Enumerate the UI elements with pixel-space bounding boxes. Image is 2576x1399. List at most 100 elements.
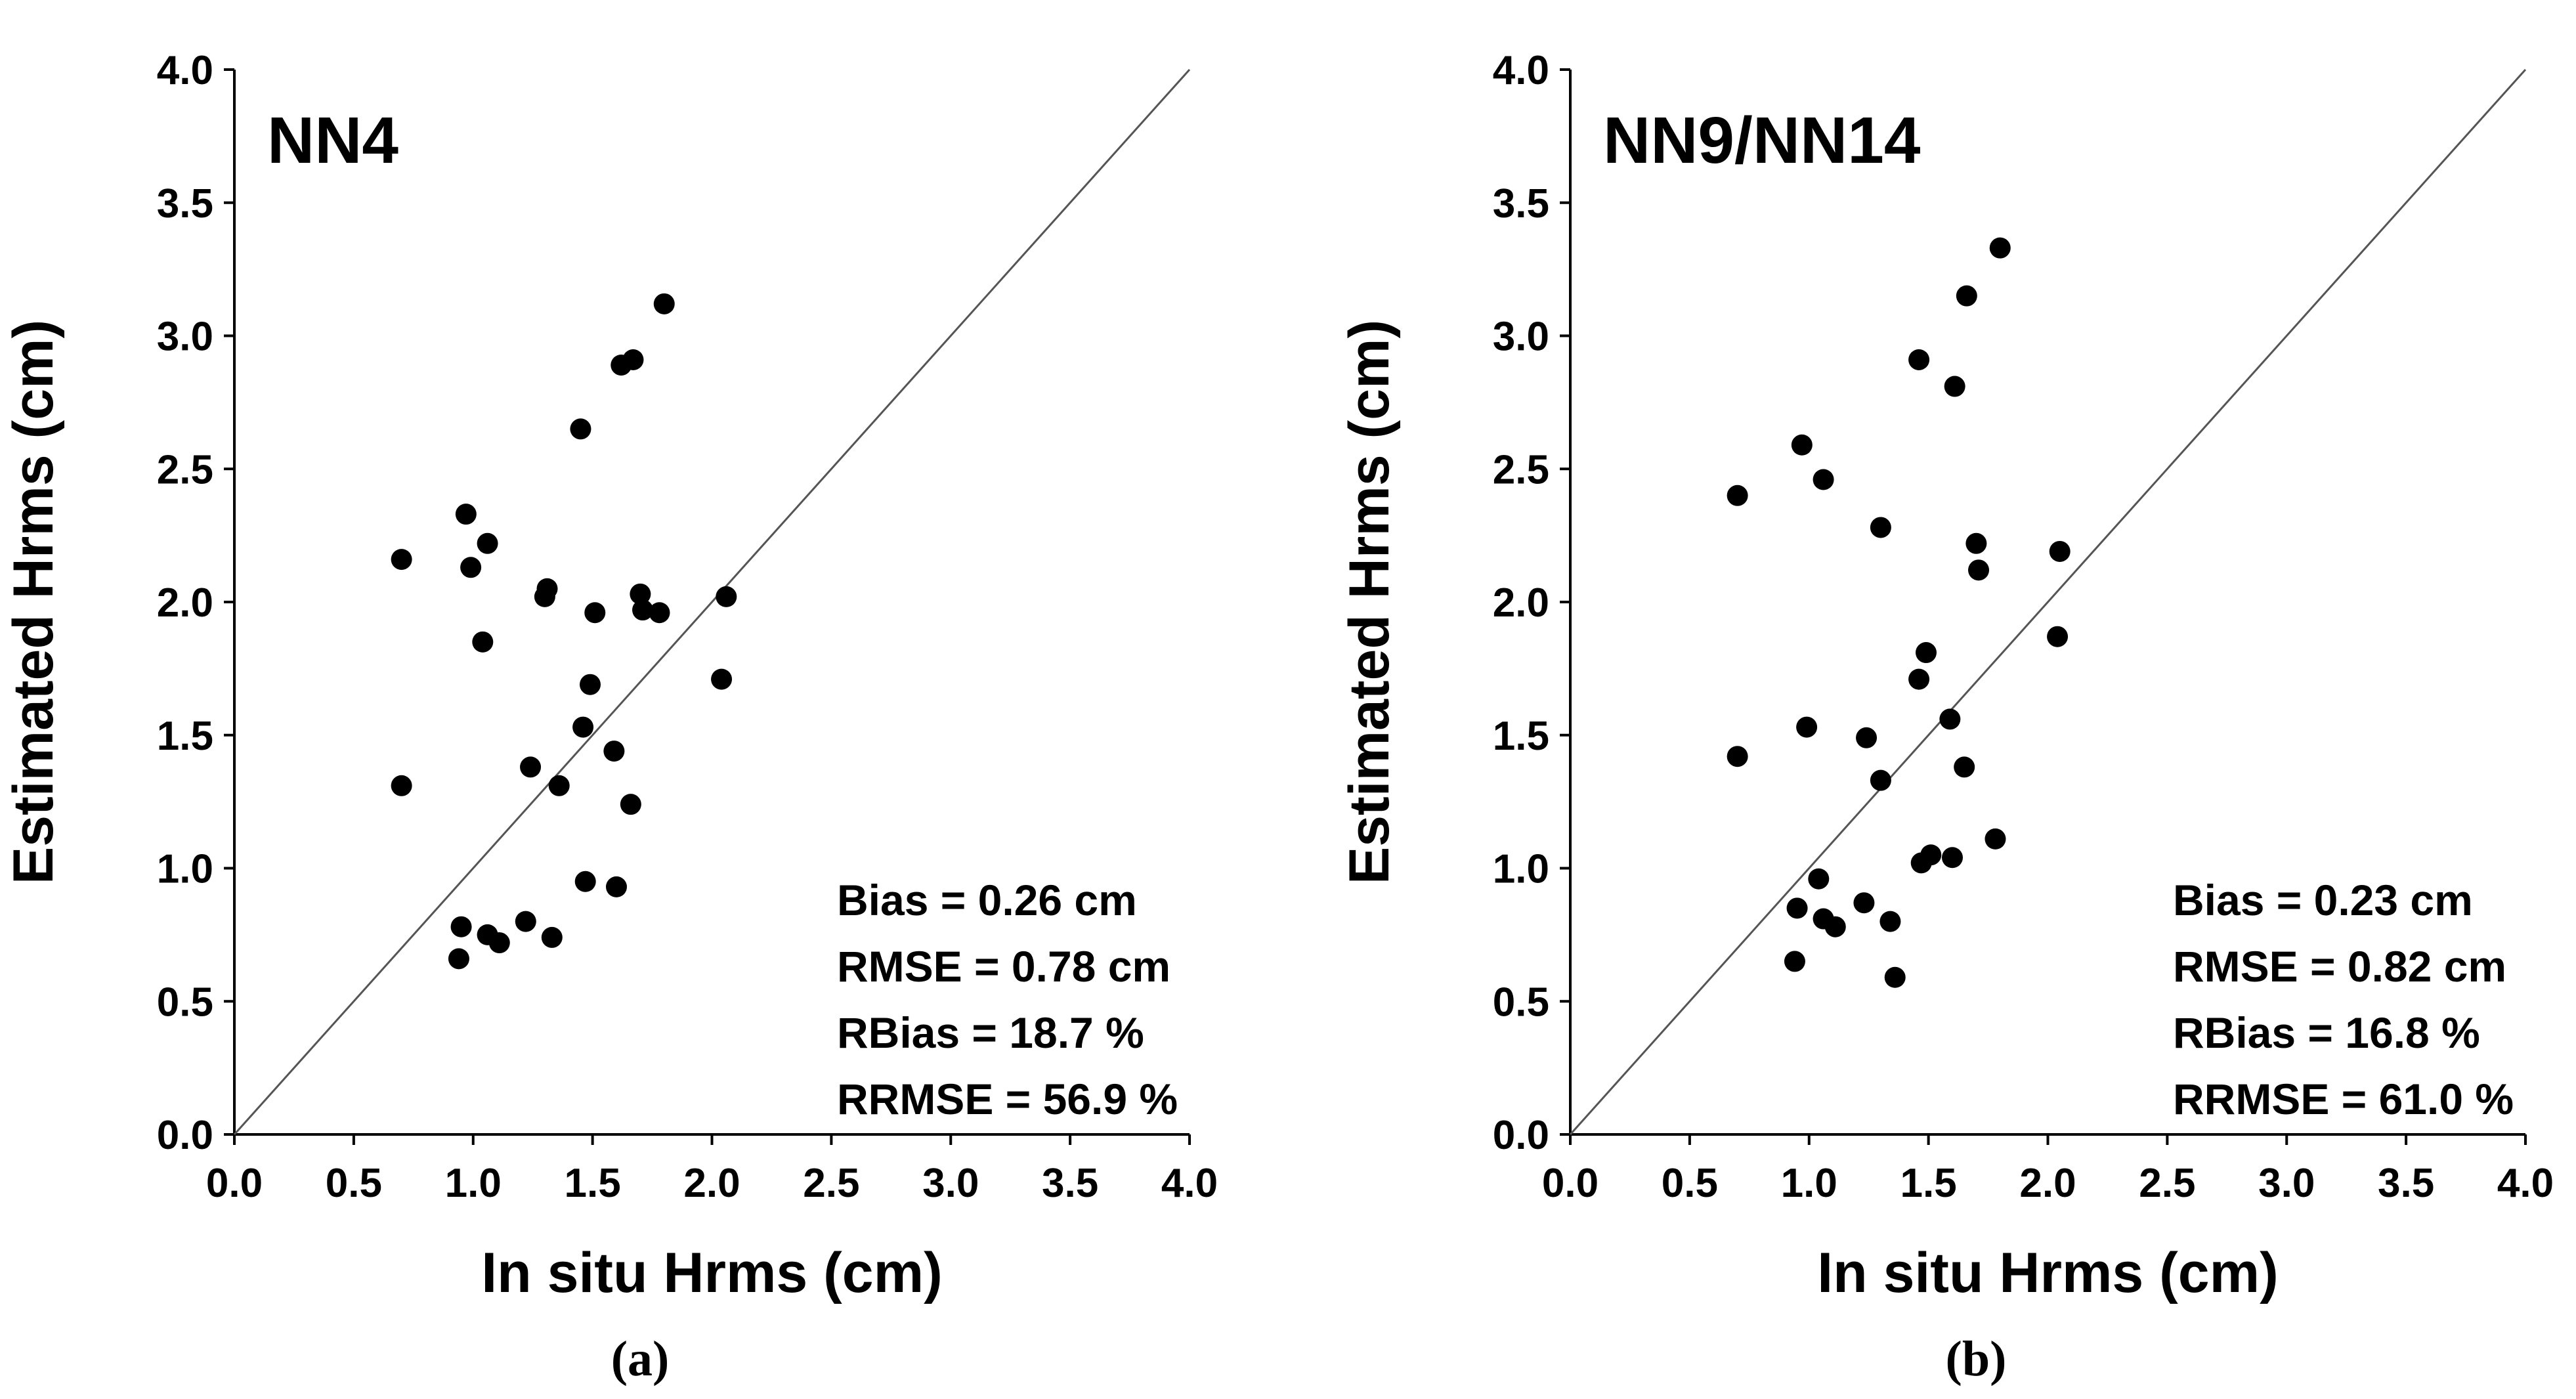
stat-line: RRMSE = 56.9 % [837,1075,1178,1123]
data-point [2049,540,2071,562]
data-point [572,716,594,738]
data-point [1870,517,1891,538]
data-point [1824,916,1846,937]
data-point [1786,897,1808,919]
x-tick-label: 2.5 [2139,1161,2195,1206]
y-tick-label: 3.0 [1493,314,1549,360]
data-point [1968,559,1990,581]
data-point [579,674,601,695]
x-tick-label: 0.5 [326,1161,382,1206]
data-point [649,602,670,624]
y-tick-label: 0.5 [157,979,213,1025]
x-tick-label: 2.0 [683,1161,740,1206]
x-tick-label: 1.0 [445,1161,502,1206]
x-tick-label: 2.0 [2019,1161,2076,1206]
data-point [1965,532,1987,554]
data-point [1956,285,1977,307]
y-tick-label: 3.0 [157,314,213,360]
data-point [1915,642,1937,664]
data-point [536,578,558,599]
x-tick-label: 3.5 [1042,1161,1098,1206]
y-tick-label: 1.5 [1493,714,1549,759]
data-point [448,948,469,970]
y-tick-label: 0.0 [157,1113,213,1158]
data-point [391,549,412,570]
data-point [460,557,482,578]
data-point [1808,868,1830,890]
data-point [606,876,627,897]
data-point [515,911,536,932]
y-tick-label: 4.0 [1493,48,1549,93]
y-tick-label: 3.5 [157,181,213,226]
data-point [1989,237,2011,259]
data-point [622,349,644,370]
data-point [472,631,494,653]
data-point [520,756,542,778]
y-tick-label: 2.5 [1493,447,1549,492]
data-point [488,932,510,954]
y-tick-label: 2.5 [157,447,213,492]
y-tick-label: 2.0 [1493,580,1549,626]
data-point [1870,769,1891,791]
panel-title: NN9/NN14 [1603,104,1921,177]
data-point [1908,349,1930,370]
x-tick-label: 3.5 [2378,1161,2434,1206]
y-tick-label: 1.0 [1493,847,1549,892]
data-point [1784,951,1805,972]
panel-caption: (b) [1946,1331,2007,1387]
data-point [1727,484,1748,506]
stat-line: Bias = 0.26 cm [837,876,1137,924]
data-point [1727,746,1748,767]
panel-a: 0.00.0 0.5 0.5 1.0 1.0 1.5 1.5 2.0 2.0 2.5 2.5 3.0 3… [2,48,1218,1387]
x-tick-label: 4.0 [2497,1161,2554,1206]
data-point [1908,668,1930,690]
data-point [455,504,477,525]
data-point [574,871,596,892]
one-to-one-line [1569,68,2527,1136]
stat-line: RBias = 18.7 % [837,1008,1144,1057]
y-axis-label: Estimated Hrms (cm) [2,320,65,884]
stat-line: RMSE = 0.78 cm [837,942,1170,991]
data-point [541,926,563,948]
data-point [477,532,498,554]
y-tick-label: 0.0 [1493,1113,1549,1158]
x-tick-label: 1.0 [1781,1161,1837,1206]
data-point [391,775,412,796]
data-point [1879,911,1901,932]
x-tick-label: 3.0 [922,1161,979,1206]
data-point [1944,376,1965,397]
data-point [630,583,651,605]
x-tick-label: 0.0 [1542,1161,1599,1206]
panel-caption: (a) [611,1331,670,1387]
y-axis-label: Estimated Hrms (cm) [1338,320,1401,884]
data-point [548,775,570,796]
stat-line: RBias = 16.8 % [2173,1008,2480,1057]
data-point [1939,708,1961,730]
y-tick-label: 1.5 [157,714,213,759]
y-tick-label: 2.0 [157,580,213,626]
data-point [716,586,737,607]
data-point [570,418,591,440]
x-tick-label: 3.0 [2258,1161,2315,1206]
stat-line: RMSE = 0.82 cm [2173,942,2506,991]
panel-title: NN4 [267,104,398,177]
data-point [1954,756,1975,778]
stat-line: Bias = 0.23 cm [2173,876,2473,924]
x-tick-label: 0.5 [1662,1161,1718,1206]
data-point [653,293,675,314]
data-point [1796,716,1818,738]
x-tick-label: 1.5 [1900,1161,1957,1206]
x-tick-label: 1.5 [565,1161,621,1206]
data-point [1920,844,1942,866]
data-point [1884,966,1906,988]
data-point [632,599,654,621]
data-point [450,916,472,937]
data-point [1791,434,1813,456]
data-point [584,602,606,624]
data-point [1942,847,1963,869]
x-tick-label: 0.0 [206,1161,263,1206]
data-point [1985,828,2006,850]
data-point [603,741,625,762]
x-tick-label: 2.5 [803,1161,859,1206]
x-tick-label: 4.0 [1161,1161,1218,1206]
